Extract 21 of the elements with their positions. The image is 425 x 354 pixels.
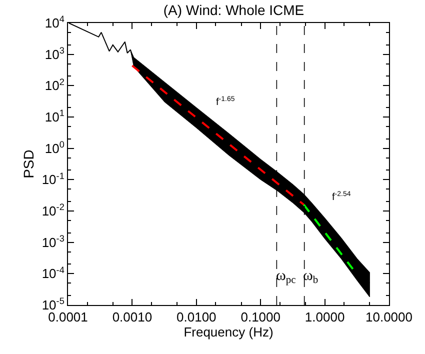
y-tick-label: 10$^{3}$ bbox=[44, 45, 64, 62]
y-tick-label: 10$^{-3}$ bbox=[42, 233, 64, 250]
y-tick-label: 10$^{-2}$ bbox=[42, 202, 64, 219]
y-tick-label: 10$^{2}$ bbox=[44, 76, 64, 94]
annotation: f$^{-1.65}$ bbox=[216, 96, 235, 108]
y-tick-label: 10$^{-4}$ bbox=[42, 264, 64, 282]
x-tick-label: 0.0010 bbox=[112, 310, 152, 325]
y-tick-label: 10$^{-1}$ bbox=[42, 170, 64, 188]
x-tick-label: 0.1000 bbox=[240, 310, 280, 325]
x-axis-title: Frequency (Hz) bbox=[184, 324, 274, 340]
annotation: f$^{-2.54}$ bbox=[332, 191, 351, 204]
chart-title: (A) Wind: Whole ICME bbox=[163, 2, 304, 18]
ref-line-label: ω$_{pc}$ bbox=[276, 268, 296, 286]
x-tick-label: 0.0100 bbox=[176, 310, 216, 325]
y-tick-label: 10$^{1}$ bbox=[44, 108, 64, 125]
x-tick-label: 10.0000 bbox=[366, 310, 412, 325]
x-tick-label: 1.0000 bbox=[304, 310, 345, 325]
y-tick-label: 10$^{4}$ bbox=[44, 14, 64, 31]
y-tick-label: 10$^{0}$ bbox=[44, 139, 64, 156]
ref-line-label: ω$_{b}$ bbox=[303, 268, 318, 286]
y-axis-title: PSD bbox=[20, 150, 36, 178]
